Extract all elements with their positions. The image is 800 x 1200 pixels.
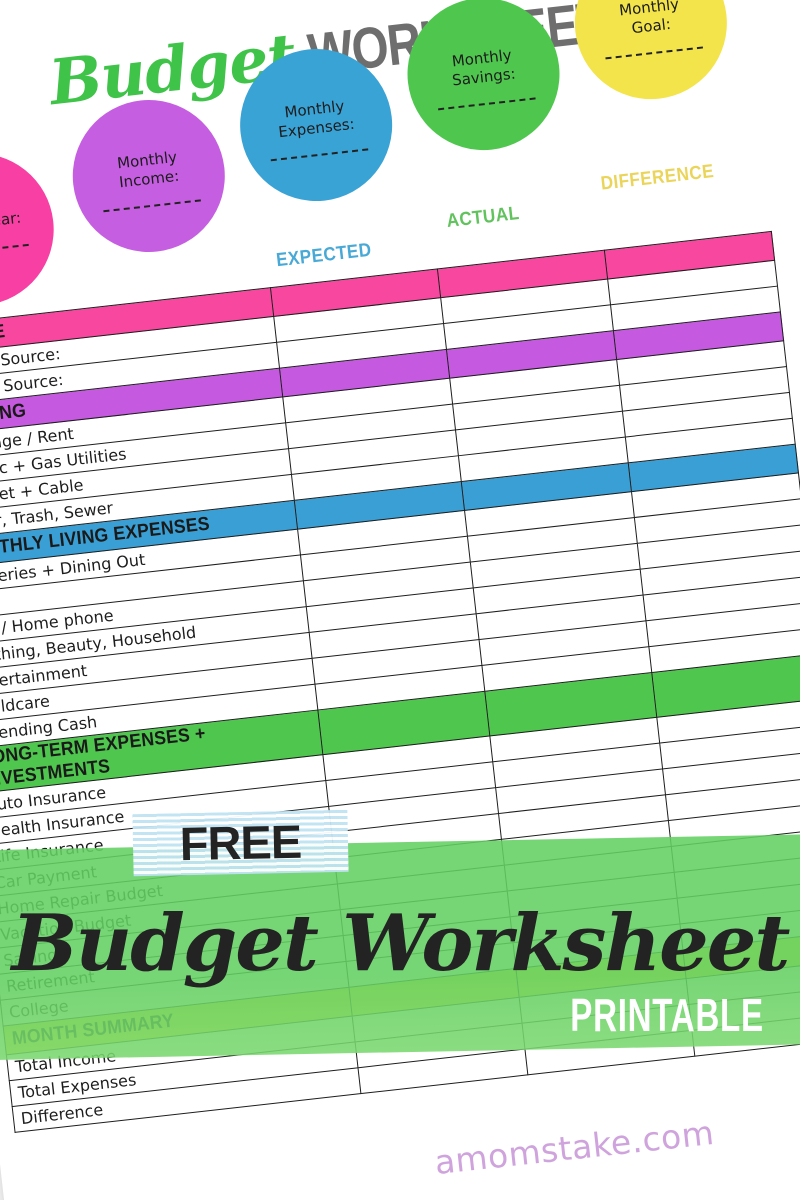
promo-subtitle-text: PRINTABLE: [570, 989, 764, 1041]
free-label: FREE: [179, 814, 302, 871]
circle-monthly-income[interactable]: Monthly Income:: [64, 92, 233, 261]
promo-title: Budget Worksheet: [11, 898, 791, 989]
circle-month-year-label: Month/Year:: [0, 208, 22, 237]
write-line: [103, 198, 201, 213]
write-line: [270, 147, 368, 162]
circle-monthly-expenses[interactable]: Monthly Expenses:: [232, 41, 401, 210]
write-line: [605, 45, 703, 60]
write-line: [0, 242, 29, 257]
circle-monthly-goal-label-2: Goal:: [630, 14, 672, 37]
promo-subtitle: PRINTABLE: [0, 992, 800, 1038]
circle-monthly-goal[interactable]: Monthly Goal:: [566, 0, 735, 108]
write-line: [438, 96, 536, 111]
circle-month-year[interactable]: Month/Year:: [0, 145, 62, 314]
circle-monthly-savings[interactable]: Monthly Savings:: [399, 0, 568, 159]
